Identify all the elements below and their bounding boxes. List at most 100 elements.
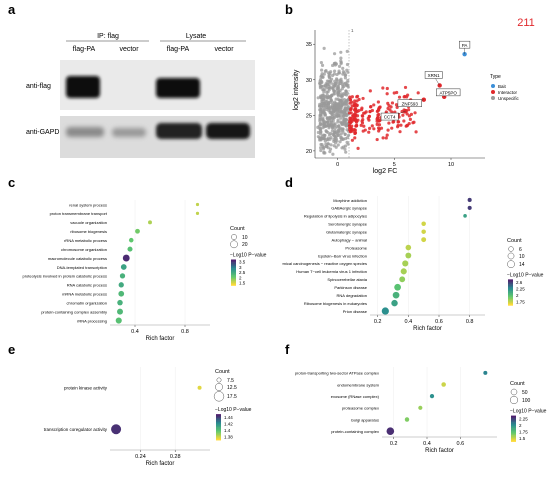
legend-colorbar-segment — [216, 438, 221, 441]
legend-colorbar-segment — [216, 427, 221, 429]
legend-colorbar-segment — [508, 298, 513, 301]
interactor-point — [349, 107, 353, 111]
category-label: Epstein−Barr virus infection — [318, 253, 367, 258]
lane-label-1: flag-PA — [73, 46, 96, 53]
unspecific-point — [345, 62, 350, 67]
unspecific-point — [341, 69, 345, 74]
category-dot — [467, 205, 472, 210]
interactor-point — [348, 98, 353, 102]
unspecific-point — [319, 146, 323, 150]
legend-colorbar-segment — [216, 421, 221, 424]
volcano-x-tick-label: 5 — [393, 162, 396, 168]
legend-colorbar-segment — [231, 278, 236, 281]
category-label: vacuole organization — [70, 220, 107, 225]
category-dot — [399, 276, 406, 283]
legend-colorbar-segment — [216, 414, 221, 416]
unspecific-point — [328, 131, 333, 135]
category-label: chromatin organization — [67, 300, 107, 305]
category-label: Proteasome — [345, 245, 367, 250]
legend-count-circle — [508, 246, 514, 252]
legend-colorbar-segment — [216, 434, 221, 437]
unspecific-point — [343, 81, 348, 85]
volcano-x-axis-label: log2 FC — [373, 168, 398, 175]
legend-colorbar-segment — [511, 420, 516, 423]
legend-colorbar-segment — [231, 268, 236, 271]
interactor-point — [392, 91, 396, 95]
category-dot — [421, 237, 427, 243]
legend-colorbar-segment — [216, 419, 221, 421]
row-label-anti-flag: anti-flag — [26, 83, 51, 90]
x-axis-label: Rich factor — [413, 326, 442, 332]
unspecific-point — [340, 122, 344, 127]
plot-area — [370, 196, 485, 315]
interactor-point — [353, 117, 358, 122]
legend-label-bait: Bait — [498, 84, 507, 89]
unspecific-point — [339, 137, 344, 142]
legend-count-circle — [231, 234, 237, 240]
interactor-point — [398, 130, 402, 134]
unspecific-point — [335, 72, 339, 77]
legend-colorbar-label: 1.5 — [239, 280, 246, 285]
legend-colorbar-label: 1.75 — [516, 300, 525, 305]
volcano-legend: Type Bait Interactor Unspecific — [490, 74, 520, 101]
interactor-point — [385, 133, 389, 137]
interactor-point — [401, 113, 405, 117]
legend-count-label: 10 — [242, 235, 248, 241]
legend-colorbar-segment — [508, 297, 513, 300]
category-label: Glutamatergic synapse — [326, 230, 368, 235]
legend-colorbar-segment — [231, 264, 236, 267]
unspecific-point — [322, 102, 326, 106]
legend-count-label: 20 — [242, 242, 248, 248]
unspecific-point — [333, 130, 337, 134]
legend-colorbar-segment — [231, 273, 236, 276]
category-dot — [119, 273, 126, 279]
unspecific-point — [332, 62, 337, 66]
legend-colorbar-segment — [511, 419, 516, 422]
legend-colorbar-segment — [511, 425, 516, 428]
volcano-y-tick-label: 35 — [306, 42, 312, 48]
legend-colorbar-segment — [231, 271, 236, 273]
category-dot — [400, 268, 407, 275]
category-dot — [418, 405, 423, 410]
category-label: Regulation of lipolysis in adipocytes — [304, 214, 367, 219]
legend-colorbar-segment — [508, 288, 513, 291]
legend-colorbar-segment — [511, 423, 516, 425]
interactor-point — [390, 126, 394, 130]
interactor-point — [355, 114, 360, 118]
volcano-plot: 0 5 10 20 25 30 35 1 PA XRN1 ATP5PO ZNF593 CCT4 211… — [293, 18, 535, 175]
unspecific-point — [316, 135, 320, 139]
labeled-point-cct4 — [403, 108, 408, 114]
legend-colorbar-segment — [216, 424, 221, 427]
interactor-point — [359, 108, 364, 112]
category-dot — [405, 244, 412, 251]
lane-label-2: vector — [119, 46, 139, 53]
interactor-point — [397, 95, 402, 99]
x-tick-label: 0.6 — [435, 319, 443, 325]
category-dot — [463, 214, 467, 218]
legend-colorbar-segment — [231, 265, 236, 268]
unspecific-point — [336, 84, 340, 88]
category-label: transcription coregulator activity — [44, 427, 108, 432]
unspecific-point — [322, 46, 326, 50]
interactor-point — [350, 104, 354, 108]
unspecific-point — [345, 49, 349, 54]
interactor-point — [375, 122, 379, 127]
legend-count-label: 100 — [522, 398, 531, 404]
blot-anti-gapdh-image — [60, 116, 255, 158]
annotation-label-atp5po: ATP5PO — [439, 90, 457, 95]
category-label: RNA catabolic process — [67, 283, 107, 288]
legend-colorbar-label: 1.5 — [519, 436, 526, 441]
unspecific-point — [324, 129, 328, 133]
legend-color-title: −Log10 P−value — [215, 407, 252, 413]
unspecific-point — [346, 78, 350, 83]
legend-colorbar-segment — [511, 436, 516, 438]
ip-header-label: IP: flag — [97, 33, 119, 40]
unspecific-point — [344, 150, 348, 154]
panel-d-letter: d — [285, 175, 293, 190]
legend-label-unspecific: Unspecific — [498, 96, 520, 101]
legend-colorbar-segment — [511, 416, 516, 419]
legend-colorbar-segment — [511, 432, 516, 435]
category-label: proton-transporting two-sector ATPase co… — [295, 371, 379, 376]
legend-count-circle — [230, 240, 238, 249]
